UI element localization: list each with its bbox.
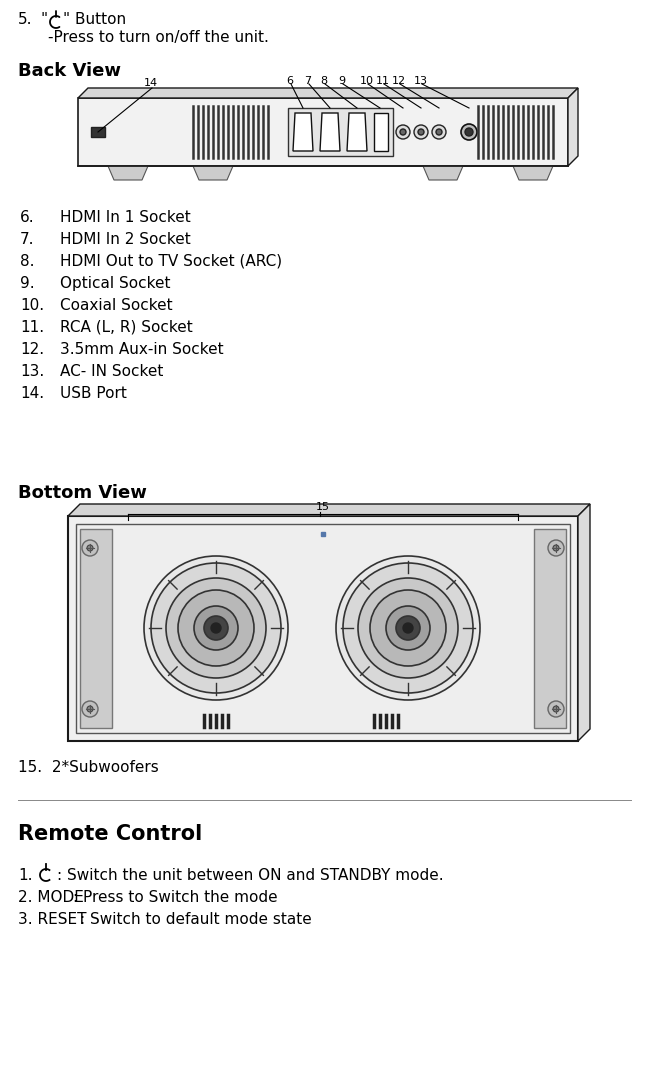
Circle shape — [87, 545, 93, 551]
Polygon shape — [568, 88, 578, 166]
Circle shape — [432, 125, 446, 139]
Text: RCA (L, R) Socket: RCA (L, R) Socket — [60, 320, 193, 335]
Circle shape — [436, 129, 442, 135]
Circle shape — [87, 706, 93, 712]
Text: Remote Control: Remote Control — [18, 824, 202, 844]
Text: 11: 11 — [376, 76, 390, 87]
Bar — [78, 98, 568, 166]
Text: 3. RESET: 3. RESET — [18, 912, 86, 927]
Polygon shape — [68, 504, 590, 516]
Text: 13: 13 — [414, 76, 428, 87]
Circle shape — [414, 125, 428, 139]
Text: -Press to turn on/off the unit.: -Press to turn on/off the unit. — [48, 30, 269, 45]
Polygon shape — [347, 113, 367, 151]
Circle shape — [343, 563, 473, 693]
Text: : Switch the unit between ON and STANDBY mode.: : Switch the unit between ON and STANDBY… — [57, 868, 444, 883]
Text: 9.: 9. — [20, 276, 34, 290]
Bar — [91, 127, 105, 137]
Bar — [68, 516, 578, 741]
Text: 8.: 8. — [20, 254, 34, 269]
Text: Optical Socket: Optical Socket — [60, 276, 171, 290]
Text: 12: 12 — [392, 76, 406, 87]
Circle shape — [548, 540, 564, 556]
Circle shape — [400, 129, 406, 135]
Text: : Switch to default mode state: : Switch to default mode state — [80, 912, 312, 927]
Text: " Button: " Button — [63, 12, 126, 27]
Bar — [288, 108, 393, 156]
Text: 8: 8 — [320, 76, 327, 87]
Circle shape — [418, 129, 424, 135]
Polygon shape — [578, 504, 590, 741]
Text: 11.: 11. — [20, 320, 44, 335]
Text: 1.: 1. — [18, 868, 32, 883]
Text: : Press to Switch the mode: : Press to Switch the mode — [73, 890, 278, 905]
Polygon shape — [513, 166, 553, 180]
Text: 12.: 12. — [20, 342, 44, 357]
Text: 15.  2*Subwoofers: 15. 2*Subwoofers — [18, 760, 159, 775]
Text: 15: 15 — [316, 502, 330, 512]
Circle shape — [178, 590, 254, 666]
Text: 6: 6 — [286, 76, 293, 87]
Text: ": " — [40, 12, 47, 27]
Circle shape — [396, 125, 410, 139]
Polygon shape — [108, 166, 148, 180]
Text: 3.5mm Aux-in Socket: 3.5mm Aux-in Socket — [60, 342, 224, 357]
Text: AC- IN Socket: AC- IN Socket — [60, 364, 164, 379]
Circle shape — [386, 606, 430, 650]
Text: 2. MODE: 2. MODE — [18, 890, 84, 905]
Bar — [374, 113, 388, 151]
Circle shape — [370, 590, 446, 666]
Bar — [534, 529, 566, 728]
Text: 14: 14 — [144, 78, 158, 88]
Text: Back View: Back View — [18, 62, 121, 80]
Circle shape — [403, 623, 413, 633]
Circle shape — [194, 606, 238, 650]
Circle shape — [553, 706, 559, 712]
Text: 10: 10 — [360, 76, 374, 87]
Text: 13.: 13. — [20, 364, 44, 379]
Circle shape — [144, 556, 288, 700]
Circle shape — [204, 616, 228, 640]
Text: 6.: 6. — [20, 210, 34, 225]
Text: HDMI Out to TV Socket (ARC): HDMI Out to TV Socket (ARC) — [60, 254, 282, 269]
Text: Bottom View: Bottom View — [18, 484, 147, 502]
Text: 7: 7 — [304, 76, 311, 87]
Polygon shape — [78, 88, 578, 98]
Circle shape — [465, 128, 473, 136]
Text: 14.: 14. — [20, 386, 44, 400]
Text: 7.: 7. — [20, 232, 34, 247]
Text: Coaxial Socket: Coaxial Socket — [60, 298, 173, 313]
Text: 10.: 10. — [20, 298, 44, 313]
Bar — [76, 524, 570, 733]
Circle shape — [151, 563, 281, 693]
Text: HDMI In 1 Socket: HDMI In 1 Socket — [60, 210, 191, 225]
Circle shape — [336, 556, 480, 700]
Circle shape — [396, 616, 420, 640]
Text: 5.: 5. — [18, 12, 32, 27]
Text: HDMI In 2 Socket: HDMI In 2 Socket — [60, 232, 191, 247]
Polygon shape — [293, 113, 313, 151]
Bar — [80, 529, 112, 728]
Circle shape — [548, 701, 564, 717]
Text: 9: 9 — [338, 76, 345, 87]
Circle shape — [82, 701, 98, 717]
Circle shape — [358, 578, 458, 678]
Text: USB Port: USB Port — [60, 386, 127, 400]
Polygon shape — [193, 166, 233, 180]
Circle shape — [82, 540, 98, 556]
Circle shape — [166, 578, 266, 678]
Circle shape — [461, 124, 477, 140]
Polygon shape — [423, 166, 463, 180]
Circle shape — [211, 623, 221, 633]
Circle shape — [553, 545, 559, 551]
Polygon shape — [320, 113, 340, 151]
